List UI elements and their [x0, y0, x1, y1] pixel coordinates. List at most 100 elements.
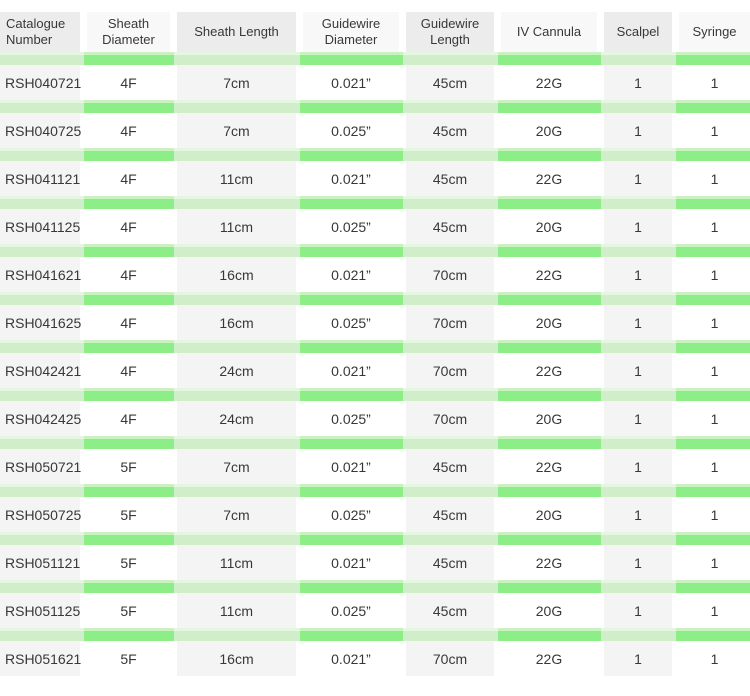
- table-cell: 16cm: [177, 641, 296, 676]
- table-cell: 11cm: [177, 209, 296, 244]
- table-cell: 20G: [501, 113, 597, 148]
- band-segment-pale: [0, 196, 84, 209]
- band-segment-pale: [403, 436, 498, 449]
- band-segment-bright: [498, 100, 601, 113]
- band-segment-pale: [601, 628, 676, 641]
- table-cell: 4F: [87, 257, 170, 292]
- table-cell: 22G: [501, 161, 597, 196]
- table-cell: 22G: [501, 449, 597, 484]
- table-cell: RSH041625: [0, 305, 81, 340]
- band-segment-pale: [403, 244, 498, 257]
- band-segment-pale: [0, 388, 84, 401]
- band-segment-pale: [601, 148, 676, 161]
- table-cell: RSH040725: [0, 113, 81, 148]
- band-segment-bright: [300, 196, 403, 209]
- table-cell: 1: [679, 113, 750, 148]
- band-segment-pale: [174, 52, 300, 65]
- table-cell: 45cm: [406, 161, 494, 196]
- band-segment-bright: [84, 484, 174, 497]
- table-row: RSH051121 5F 11cm 0.021” 45cm 22G 1 1: [0, 545, 750, 580]
- table-cell: 1: [604, 497, 672, 532]
- band-segment-pale: [174, 532, 300, 545]
- band-segment-bright: [676, 580, 750, 593]
- row-separator-band: [0, 436, 750, 449]
- table-cell: 22G: [501, 257, 597, 292]
- band-segment-bright: [84, 628, 174, 641]
- row-separator-band: [0, 628, 750, 641]
- table-cell: 1: [604, 161, 672, 196]
- table-cell: 1: [604, 641, 672, 676]
- band-segment-pale: [601, 244, 676, 257]
- band-segment-bright: [300, 388, 403, 401]
- band-segment-pale: [403, 100, 498, 113]
- band-segment-bright: [498, 580, 601, 593]
- band-segment-bright: [676, 148, 750, 161]
- row-separator-band: [0, 244, 750, 257]
- band-segment-bright: [300, 244, 403, 257]
- column-header-scalpel: Scalpel: [604, 12, 672, 52]
- band-segment-bright: [676, 484, 750, 497]
- table-cell: 0.025”: [303, 401, 399, 436]
- table-cell: 1: [679, 545, 750, 580]
- table-cell: 1: [679, 641, 750, 676]
- band-segment-pale: [174, 292, 300, 305]
- table-cell: 0.021”: [303, 545, 399, 580]
- table-cell: 20G: [501, 497, 597, 532]
- band-segment-pale: [403, 580, 498, 593]
- table-cell: 4F: [87, 161, 170, 196]
- table-cell: 0.021”: [303, 353, 399, 388]
- band-segment-pale: [174, 628, 300, 641]
- band-segment-pale: [0, 52, 84, 65]
- table-cell: 70cm: [406, 401, 494, 436]
- band-segment-pale: [0, 292, 84, 305]
- band-segment-bright: [84, 292, 174, 305]
- band-segment-pale: [601, 484, 676, 497]
- band-segment-pale: [403, 196, 498, 209]
- table-cell: 0.025”: [303, 593, 399, 628]
- row-separator-band: [0, 196, 750, 209]
- band-segment-bright: [676, 244, 750, 257]
- band-segment-pale: [0, 436, 84, 449]
- band-segment-bright: [300, 292, 403, 305]
- table-cell: RSH051125: [0, 593, 80, 628]
- band-segment-pale: [403, 340, 498, 353]
- table-row: RSH040721 4F 7cm 0.021” 45cm 22G 1 1: [0, 65, 750, 100]
- table-row: RSH041625 4F 16cm 0.025” 70cm 20G 1 1: [0, 305, 750, 340]
- band-segment-pale: [0, 340, 84, 353]
- band-segment-bright: [676, 532, 750, 545]
- band-segment-pale: [0, 148, 84, 161]
- band-segment-pale: [601, 388, 676, 401]
- band-segment-pale: [174, 244, 300, 257]
- band-segment-pale: [601, 580, 676, 593]
- band-segment-bright: [300, 628, 403, 641]
- band-segment-bright: [84, 148, 174, 161]
- table-cell: RSH051621: [0, 641, 81, 676]
- table-cell: 1: [604, 305, 672, 340]
- table-cell: 5F: [87, 641, 170, 676]
- table-row: RSH051125 5F 11cm 0.025” 45cm 20G 1 1: [0, 593, 750, 628]
- table-header-row: Catalogue Number Sheath Diameter Sheath …: [0, 12, 750, 52]
- table-cell: 4F: [87, 305, 170, 340]
- band-segment-pale: [601, 196, 676, 209]
- table-row: RSH042425 4F 24cm 0.025” 70cm 20G 1 1: [0, 401, 750, 436]
- band-segment-pale: [403, 388, 498, 401]
- table-cell: 1: [679, 257, 750, 292]
- band-segment-bright: [300, 484, 403, 497]
- table-cell: 45cm: [406, 497, 494, 532]
- row-separator-band: [0, 340, 750, 353]
- band-segment-pale: [403, 148, 498, 161]
- table-cell: 1: [679, 353, 750, 388]
- table-cell: 1: [679, 305, 750, 340]
- band-segment-pale: [174, 580, 300, 593]
- table-cell: 1: [604, 65, 672, 100]
- table-cell: 4F: [87, 113, 170, 148]
- table-cell: 20G: [501, 401, 597, 436]
- table-cell: 70cm: [406, 353, 494, 388]
- table-cell: 22G: [501, 641, 597, 676]
- band-segment-pale: [601, 292, 676, 305]
- band-segment-bright: [84, 244, 174, 257]
- table-cell: 4F: [87, 401, 170, 436]
- table-cell: 1: [679, 401, 750, 436]
- table-cell: 1: [679, 449, 750, 484]
- table-row: RSH040725 4F 7cm 0.025” 45cm 20G 1 1: [0, 113, 750, 148]
